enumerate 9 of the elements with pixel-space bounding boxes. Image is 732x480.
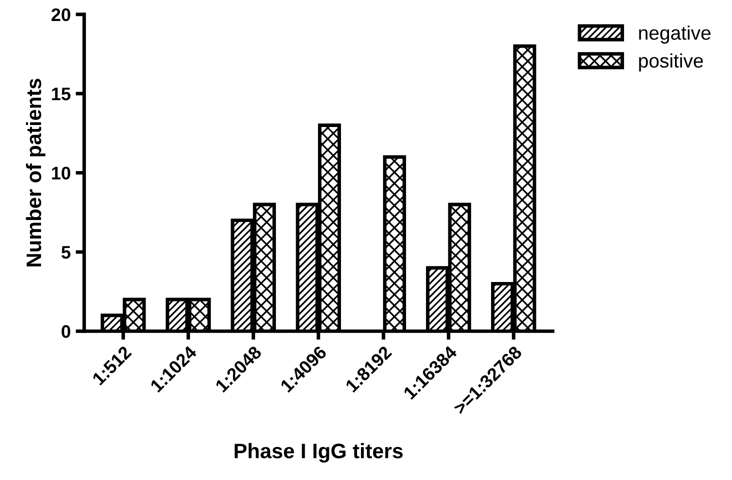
x-axis-title: Phase I IgG titers: [234, 443, 403, 463]
y-tick-label: 10: [52, 166, 70, 180]
legend-label: positive: [639, 53, 703, 72]
y-axis-title: Number of patients: [26, 78, 46, 266]
y-tick-label: 20: [52, 8, 70, 22]
y-tick-label: 5: [62, 246, 70, 259]
y-tick-label: 0: [62, 325, 70, 338]
legend-label: negative: [639, 26, 711, 44]
y-tick-label: 15: [52, 88, 70, 100]
